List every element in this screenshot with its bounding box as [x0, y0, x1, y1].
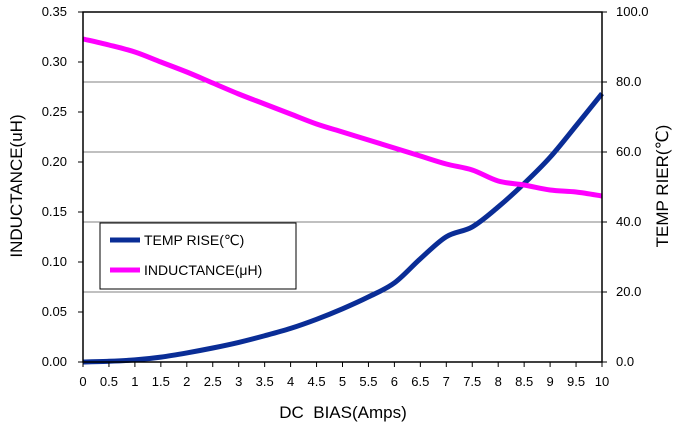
legend-label-temp-rise: TEMP RISE(℃) [144, 232, 244, 248]
right-tick-label: 20.0 [616, 284, 641, 299]
legend: TEMP RISE(℃) INDUCTANCE(μH) [99, 222, 297, 290]
x-tick-label: 5.5 [359, 374, 377, 389]
x-tick-label: 4.5 [308, 374, 326, 389]
x-axis-ticks: 0 0.5 1 1.5 2 2.5 3 3.5 4 4.5 5 5.5 6 6.5 7 7.5 8 8.5 9 9.5… [79, 362, 609, 389]
left-axis-ticks: 0.00 0.05 0.10 0.15 0.20 0.25 0.30 0.35 [42, 4, 83, 369]
left-tick-label: 0.05 [42, 304, 67, 319]
plot-series [82, 36, 604, 365]
left-tick-label: 0.10 [42, 254, 67, 269]
series-line-inductance [82, 36, 603, 199]
x-tick-label: 0 [79, 374, 86, 389]
left-tick-label: 0.30 [42, 54, 67, 69]
x-tick-label: 10 [595, 374, 609, 389]
left-axis-title: INDUCTANCE(uH) [7, 114, 26, 257]
series-line-temp-rise [82, 91, 604, 365]
right-tick-label: 60.0 [616, 144, 641, 159]
right-tick-label: 0.0 [616, 354, 634, 369]
x-axis-title: DC BIAS(Amps) [279, 403, 407, 422]
x-tick-label: 6 [391, 374, 398, 389]
left-tick-label: 0.20 [42, 154, 67, 169]
right-axis-ticks: 0.0 20.0 40.0 60.0 80.0 100.0 [602, 4, 649, 369]
x-tick-label: 5 [339, 374, 346, 389]
x-tick-label: 1.5 [152, 374, 170, 389]
legend-box [99, 222, 297, 290]
x-tick-label: 0.5 [100, 374, 118, 389]
grid-lines [83, 81, 602, 293]
x-tick-label: 9 [546, 374, 553, 389]
left-tick-label: 0.35 [42, 4, 67, 19]
x-tick-label: 1 [131, 374, 138, 389]
right-axis-title: TEMP RIER(℃) [653, 125, 672, 248]
left-tick-label: 0.15 [42, 204, 67, 219]
right-tick-label: 40.0 [616, 214, 641, 229]
x-tick-label: 2.5 [204, 374, 222, 389]
right-tick-label: 80.0 [616, 74, 641, 89]
x-tick-label: 2 [183, 374, 190, 389]
legend-label-inductance: INDUCTANCE(μH) [144, 262, 262, 278]
right-tick-label: 100.0 [616, 4, 649, 19]
x-tick-label: 8.5 [515, 374, 533, 389]
x-tick-label: 7.5 [463, 374, 481, 389]
x-tick-label: 4 [287, 374, 294, 389]
x-tick-label: 3.5 [256, 374, 274, 389]
x-tick-label: 6.5 [411, 374, 429, 389]
x-tick-label: 8 [495, 374, 502, 389]
x-tick-label: 7 [443, 374, 450, 389]
x-tick-label: 9.5 [567, 374, 585, 389]
left-tick-label: 0.00 [42, 354, 67, 369]
left-tick-label: 0.25 [42, 104, 67, 119]
x-tick-label: 3 [235, 374, 242, 389]
